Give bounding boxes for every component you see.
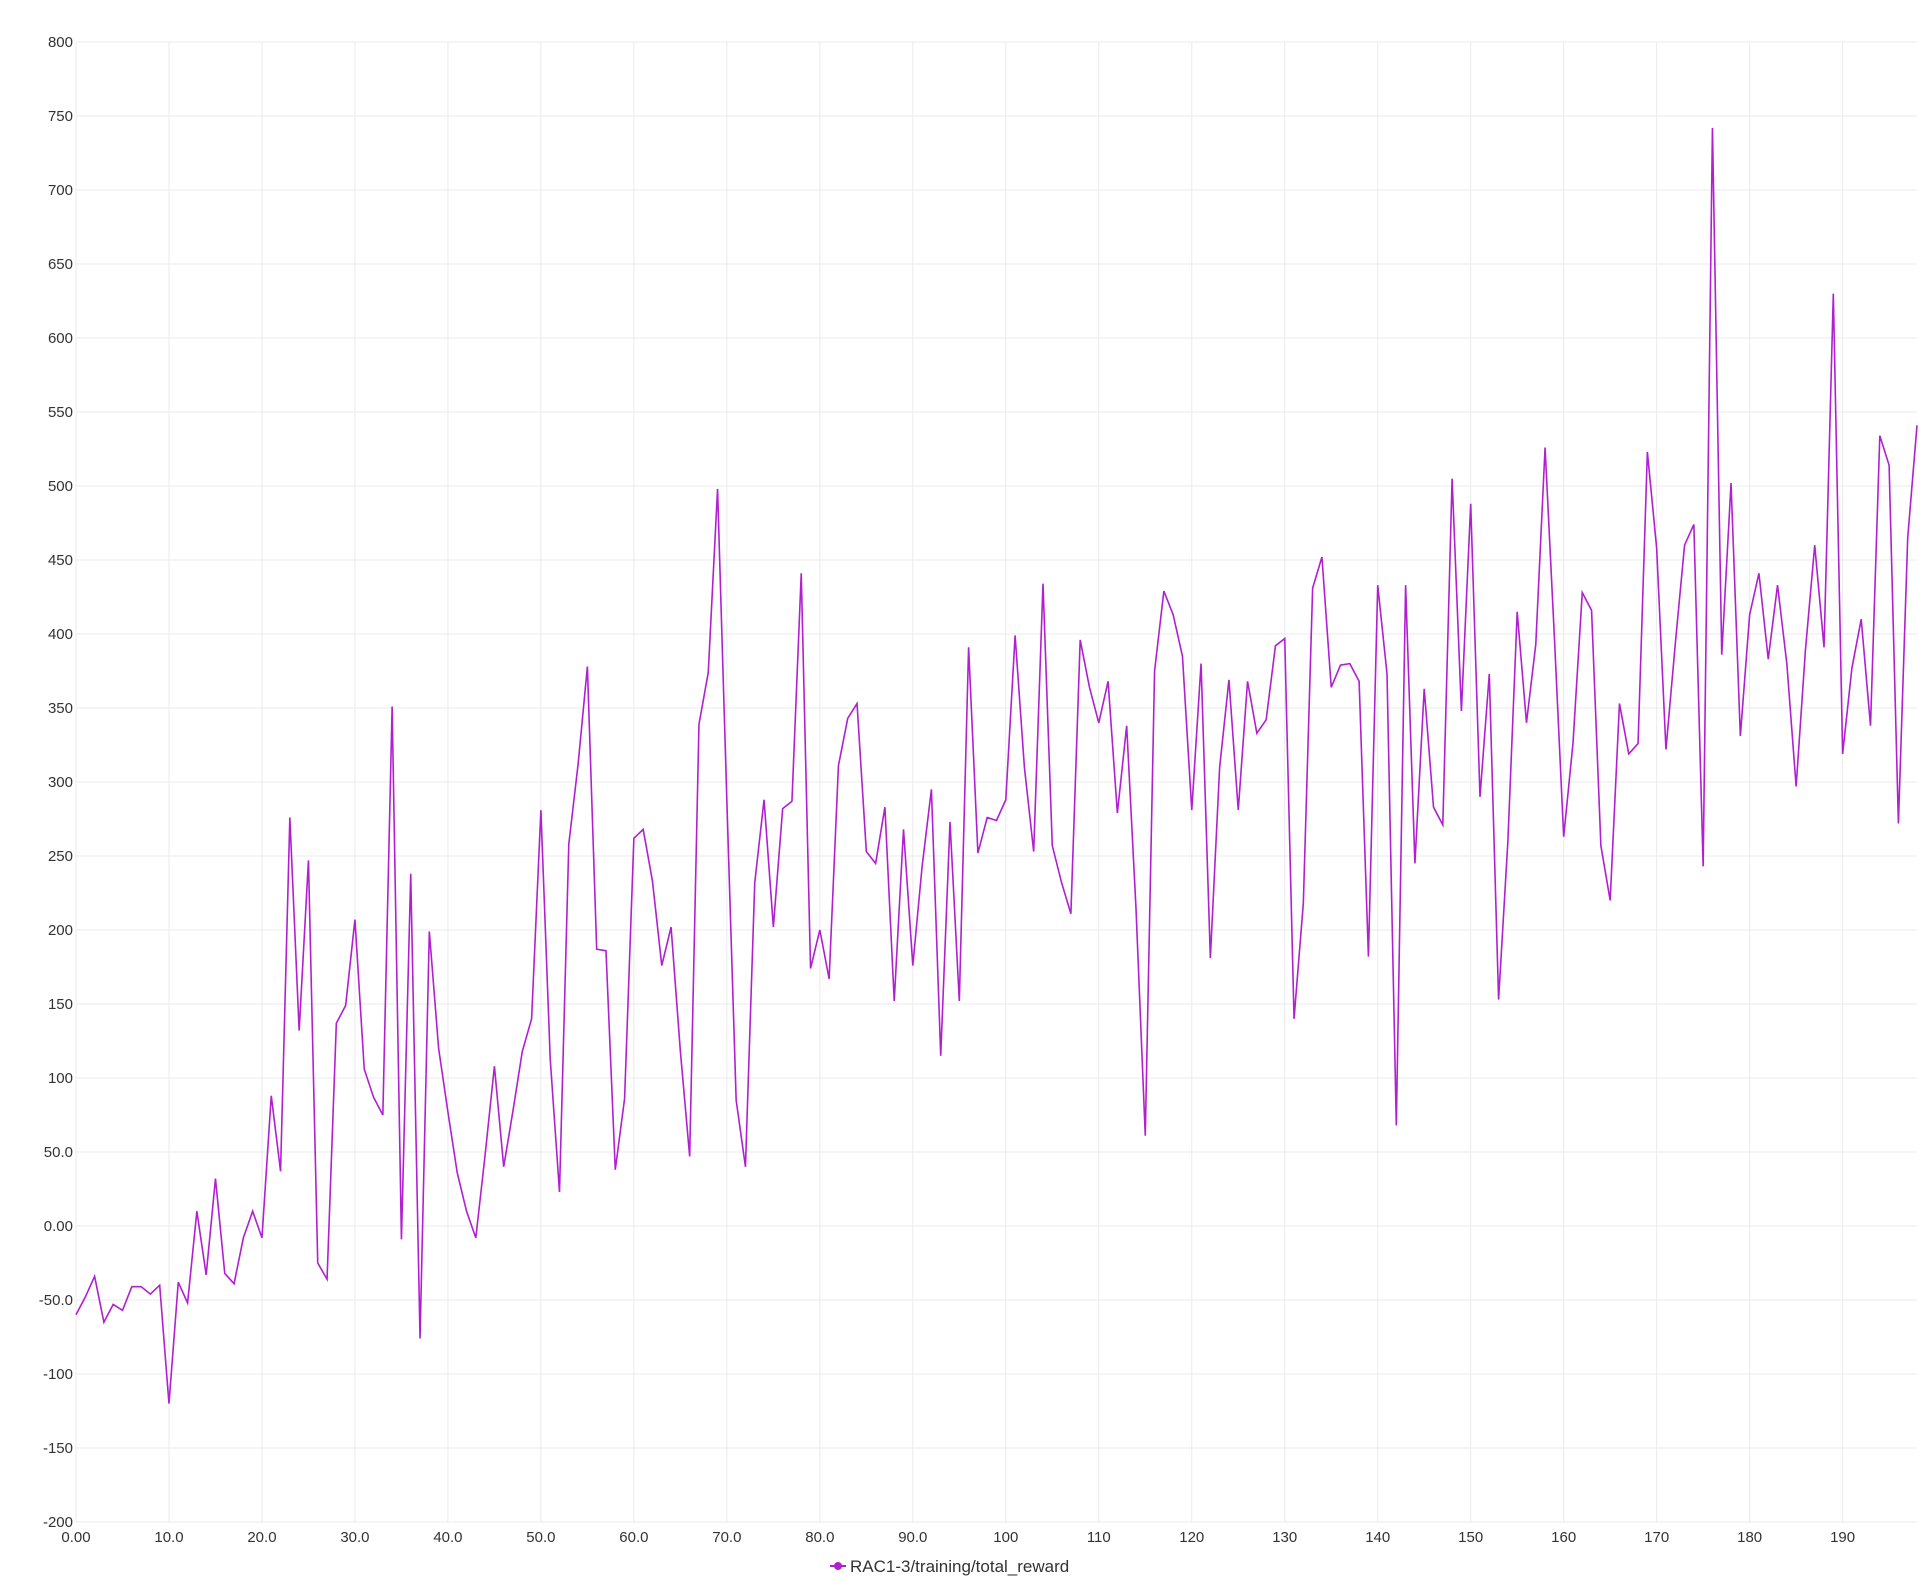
y-tick-label: 500	[48, 478, 73, 495]
x-axis-tick-labels: 0.00 10.0 20.0 30.0 40.0 50.0 60.0 70.0 80.0 90.0…	[61, 1529, 1855, 1546]
y-tick-label: -100	[43, 1366, 73, 1383]
x-tick-label: 80.0	[805, 1529, 834, 1546]
y-tick-label: -150	[43, 1440, 73, 1457]
y-tick-label: -200	[43, 1514, 73, 1531]
y-tick-label: 450	[48, 552, 73, 569]
x-tick-label: 190	[1830, 1529, 1855, 1546]
x-tick-label: 120	[1179, 1529, 1204, 1546]
y-tick-label: 750	[48, 108, 73, 125]
x-tick-label: 40.0	[433, 1529, 462, 1546]
y-tick-label: 200	[48, 922, 73, 939]
x-tick-label: 60.0	[619, 1529, 648, 1546]
legend-label[interactable]: RAC1-3/training/total_reward	[850, 1557, 1069, 1576]
x-tick-label: 180	[1737, 1529, 1762, 1546]
y-tick-label: 250	[48, 848, 73, 865]
y-tick-label: 700	[48, 182, 73, 199]
y-tick-label: 800	[48, 34, 73, 51]
x-tick-label: 30.0	[340, 1529, 369, 1546]
x-tick-label: 140	[1365, 1529, 1390, 1546]
y-tick-label: 50.0	[44, 1144, 73, 1161]
x-tick-label: 20.0	[247, 1529, 276, 1546]
y-tick-label: 0.00	[44, 1218, 73, 1235]
y-tick-label: 600	[48, 330, 73, 347]
x-tick-label: 150	[1458, 1529, 1483, 1546]
x-tick-label: 50.0	[526, 1529, 555, 1546]
y-tick-label: 150	[48, 996, 73, 1013]
grid	[75, 41, 1917, 1523]
series-lines	[75, 127, 1918, 1404]
y-tick-label: 350	[48, 700, 73, 717]
x-tick-label: 10.0	[154, 1529, 183, 1546]
x-tick-label: 170	[1644, 1529, 1669, 1546]
y-tick-label: 300	[48, 774, 73, 791]
y-tick-label: 550	[48, 404, 73, 421]
x-tick-label: 130	[1272, 1529, 1297, 1546]
series-line-0	[75, 127, 1918, 1404]
x-tick-label: 90.0	[898, 1529, 927, 1546]
x-tick-label: 100	[993, 1529, 1018, 1546]
legend-swatch-marker	[834, 1562, 842, 1570]
x-tick-label: 110	[1087, 1529, 1111, 1546]
y-axis-tick-labels: 800 750 700 650 600 550 500 450 400 350 300 250 200 1…	[39, 34, 73, 1531]
x-tick-label: 160	[1551, 1529, 1576, 1546]
y-tick-label: 100	[48, 1070, 73, 1087]
y-tick-label: -50.0	[39, 1292, 73, 1309]
y-tick-label: 650	[48, 256, 73, 273]
x-tick-label: 70.0	[712, 1529, 741, 1546]
y-tick-label: 400	[48, 626, 73, 643]
legend[interactable]: RAC1-3/training/total_reward	[830, 1557, 1069, 1576]
x-tick-label: 0.00	[61, 1529, 90, 1546]
